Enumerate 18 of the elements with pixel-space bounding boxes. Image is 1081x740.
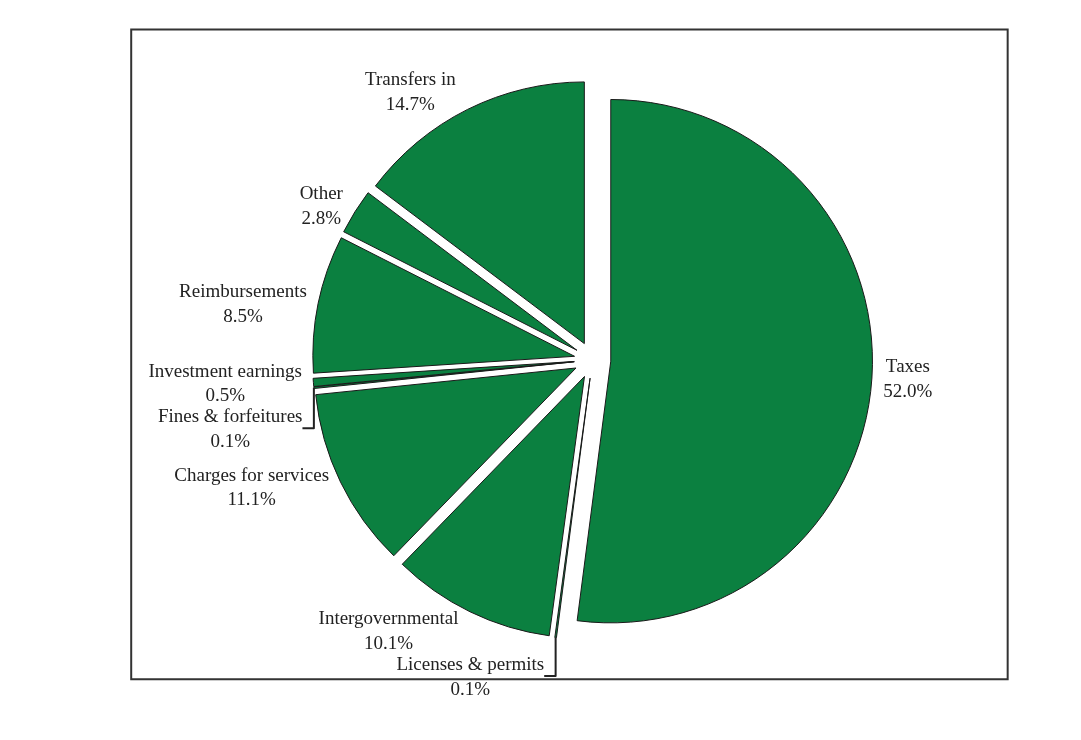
slice-label: Other [299,182,344,204]
data-label: 52.0% [883,379,933,401]
slice-label: Charges for services [174,463,330,485]
slice-label: Taxes [885,355,930,377]
data-label: 8.5% [223,304,263,326]
data-label: 2.8% [301,207,342,229]
data-label: 11.1% [227,488,277,510]
slice-label: Reimbursements [179,279,307,301]
slice-label: Transfers in [365,68,457,90]
slice-label: Fines & forfeitures [157,405,303,427]
data-label: 14.7% [385,92,436,114]
data-label: 0.1% [450,677,491,699]
data-label: 0.1% [210,430,251,452]
slice-label: Intergovernmental [318,607,459,629]
data-label: 0.5% [205,384,246,406]
slice-label: Licenses & permits [396,653,545,675]
data-label: 10.1% [364,632,414,654]
slice-label: Investment earnings [148,359,302,381]
